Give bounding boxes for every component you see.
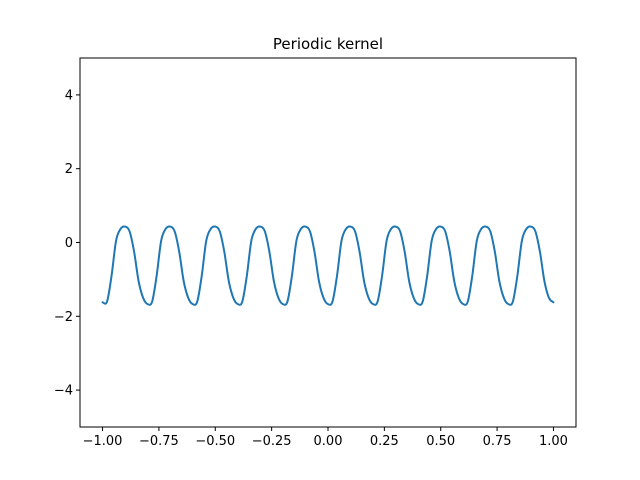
data-layer [101,225,555,306]
x-tick-label: 1.00 [539,434,568,449]
x-tick-label: 0.50 [426,434,455,449]
x-axis-ticks: −1.00 −0.75 −0.50 −0.25 0.00 0.25 0.50 0.75 1.00 [83,427,568,449]
x-tick-label: −0.25 [252,434,292,449]
x-tick-label: 0.75 [483,434,512,449]
series-line-0 [101,225,555,306]
x-tick-label: −0.75 [139,434,179,449]
y-tick-label: −2 [54,310,73,325]
plot-background [80,58,576,427]
plot-area [80,58,576,427]
x-tick-label: 0.25 [370,434,399,449]
y-tick-label: 0 [65,236,73,251]
x-tick-label: 0.00 [314,434,343,449]
y-tick-label: 2 [65,162,73,177]
chart-title: Periodic kernel [273,35,383,53]
y-tick-label: −4 [54,384,73,399]
x-tick-label: −1.00 [83,434,123,449]
x-tick-label: −0.50 [195,434,235,449]
y-tick-label: 4 [65,88,73,103]
y-axis-ticks: −4 −2 0 2 4 [54,88,80,399]
